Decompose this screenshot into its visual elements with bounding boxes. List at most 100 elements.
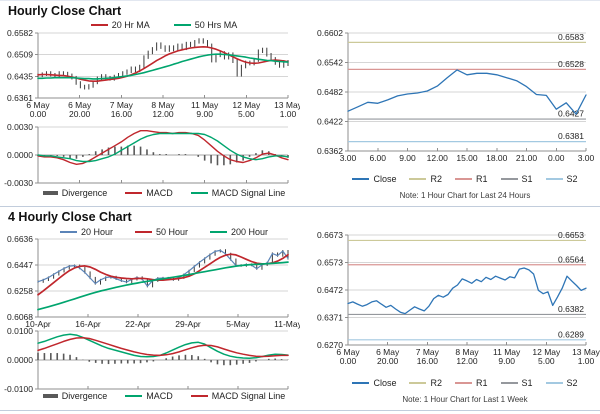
svg-text:0.6422: 0.6422 [317,117,343,127]
svg-text:0.00: 0.00 [30,109,47,119]
svg-text:6 May: 6 May [26,100,50,110]
legend-item: Close [352,174,396,184]
legend-item: Divergence [42,391,108,401]
pivot-1week-note: Note: 1 Hour Chart for Last 1 Week [402,395,528,404]
r1-legend-swatch [454,382,472,384]
svg-text:1.00: 1.00 [578,356,595,366]
r1-legend-swatch [454,178,472,180]
legend-label: S2 [566,174,578,184]
macd-signal-legend-swatch [190,395,208,397]
close-line [347,69,587,115]
svg-text:0.6653: 0.6653 [558,230,584,240]
divergence-bars [37,145,289,166]
legend-item: Close [352,378,396,388]
svg-text:11 May: 11 May [493,347,521,357]
svg-text:0.6382: 0.6382 [558,304,584,314]
svg-text:0.6472: 0.6472 [317,285,343,295]
svg-text:0.6068: 0.6068 [7,312,33,322]
legend-label: Divergence [61,391,108,401]
divergence-bars [37,352,289,366]
svg-text:16.00: 16.00 [417,356,439,366]
svg-text:12.00: 12.00 [427,153,449,163]
svg-text:15.00: 15.00 [456,153,478,163]
fourhourly-ma-legend: 20 Hour 50 Hour 200 Hour [38,227,290,237]
legend-item: S2 [545,174,578,184]
svg-text:9.00: 9.00 [399,153,416,163]
legend-label: 200 Hour [231,227,269,237]
legend-label: R1 [475,378,488,388]
pivot-24h-note: Note: 1 Hour Chart for Last 24 Hours [399,191,531,200]
svg-text:0.6381: 0.6381 [558,131,584,141]
legend-label: R2 [430,174,442,184]
svg-text:0.6636: 0.6636 [7,234,33,244]
section-divider [0,206,600,207]
svg-text:8 May: 8 May [151,100,175,110]
r2-legend-swatch [409,382,427,384]
hourly-macd-legend: Divergence MACD MACD Signal Line [38,188,290,198]
s2-legend-swatch [545,178,563,180]
close-legend-swatch [352,382,370,384]
legend-item: MACD [125,391,173,401]
legend-label: 20 Hour [80,227,113,237]
s1-legend-swatch [500,382,518,384]
divergence-legend-swatch [42,394,58,398]
macd-line [37,333,289,360]
svg-text:6 May: 6 May [336,347,360,357]
svg-text:20.00: 20.00 [377,356,399,366]
macd-signal-line [37,336,289,358]
svg-text:5-May: 5-May [226,319,250,329]
svg-text:0.6602: 0.6602 [317,28,343,38]
legend-item: R2 [409,378,442,388]
svg-text:6 May: 6 May [68,100,92,110]
svg-text:3.00: 3.00 [578,153,595,163]
svg-text:-0.0100: -0.0100 [4,384,33,394]
svg-text:13 May: 13 May [274,100,300,110]
macd-legend-swatch [125,395,143,397]
legend-item: R1 [454,174,488,184]
pivot-1week-legend: Close R2 R1 S1 S2 [340,378,590,388]
svg-text:13 May: 13 May [572,347,600,357]
legend-label: R1 [475,174,488,184]
ma50-line [37,53,289,80]
svg-text:5.00: 5.00 [538,356,555,366]
legend-label: MACD Signal Line [211,391,286,401]
ma20-legend-swatch [90,24,108,26]
svg-text:0.0000: 0.0000 [7,355,33,365]
legend-item: 50 Hrs MA [173,20,237,30]
svg-text:0.6482: 0.6482 [317,87,343,97]
s2-legend-swatch [545,382,563,384]
svg-text:0.6258: 0.6258 [7,286,33,296]
svg-text:22-Apr: 22-Apr [125,319,151,329]
svg-text:0.6270: 0.6270 [317,340,343,350]
legend-item: 200 Hour [210,227,268,237]
legend-label: S2 [566,378,578,388]
svg-text:16-Apr: 16-Apr [75,319,101,329]
svg-text:0.6528: 0.6528 [558,59,584,69]
legend-label: MACD Signal Line [211,188,286,198]
svg-text:1.00: 1.00 [280,109,297,119]
svg-text:9.00: 9.00 [498,356,515,366]
legend-label: Close [373,378,397,388]
svg-text:0.6435: 0.6435 [7,71,33,81]
close-legend-swatch [352,178,370,180]
svg-text:0.6542: 0.6542 [317,58,343,68]
svg-text:0.6289: 0.6289 [558,329,584,339]
ma50h-line [37,253,289,296]
legend-item: 20 Hour [59,227,113,237]
macd-legend-swatch [125,192,143,194]
fourhourly-chart-title: 4 Hourly Close Chart [8,210,132,224]
svg-text:12 May: 12 May [232,100,261,110]
legend-label: Divergence [61,188,108,198]
legend-item: R1 [454,378,488,388]
svg-text:3.00: 3.00 [340,153,357,163]
svg-text:7 May: 7 May [416,347,440,357]
svg-text:0.6573: 0.6573 [317,258,343,268]
svg-text:6.00: 6.00 [369,153,386,163]
svg-text:0.0000: 0.0000 [7,150,33,160]
svg-text:0.6371: 0.6371 [317,313,343,323]
close-line [347,267,587,315]
svg-text:0.6362: 0.6362 [317,146,343,156]
